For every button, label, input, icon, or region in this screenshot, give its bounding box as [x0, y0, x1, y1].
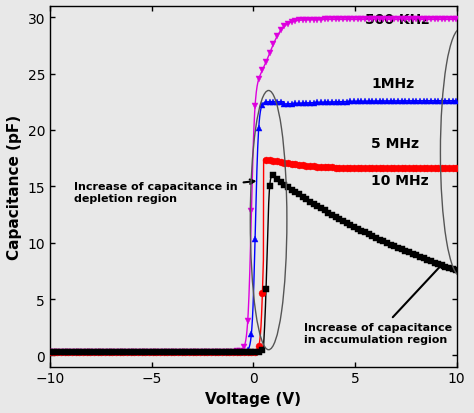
Text: Increase of capacitance
in accumulation region: Increase of capacitance in accumulation …	[304, 263, 452, 344]
Text: 10 MHz: 10 MHz	[371, 173, 429, 188]
Text: Increase of capacitance in
depletion region: Increase of capacitance in depletion reg…	[74, 180, 255, 203]
X-axis label: Voltage (V): Voltage (V)	[205, 391, 301, 406]
Text: 1MHz: 1MHz	[371, 77, 414, 91]
Text: 500 KHz: 500 KHz	[365, 13, 429, 27]
Y-axis label: Capacitance (pF): Capacitance (pF)	[7, 114, 22, 259]
Text: 5 MHz: 5 MHz	[371, 137, 419, 150]
